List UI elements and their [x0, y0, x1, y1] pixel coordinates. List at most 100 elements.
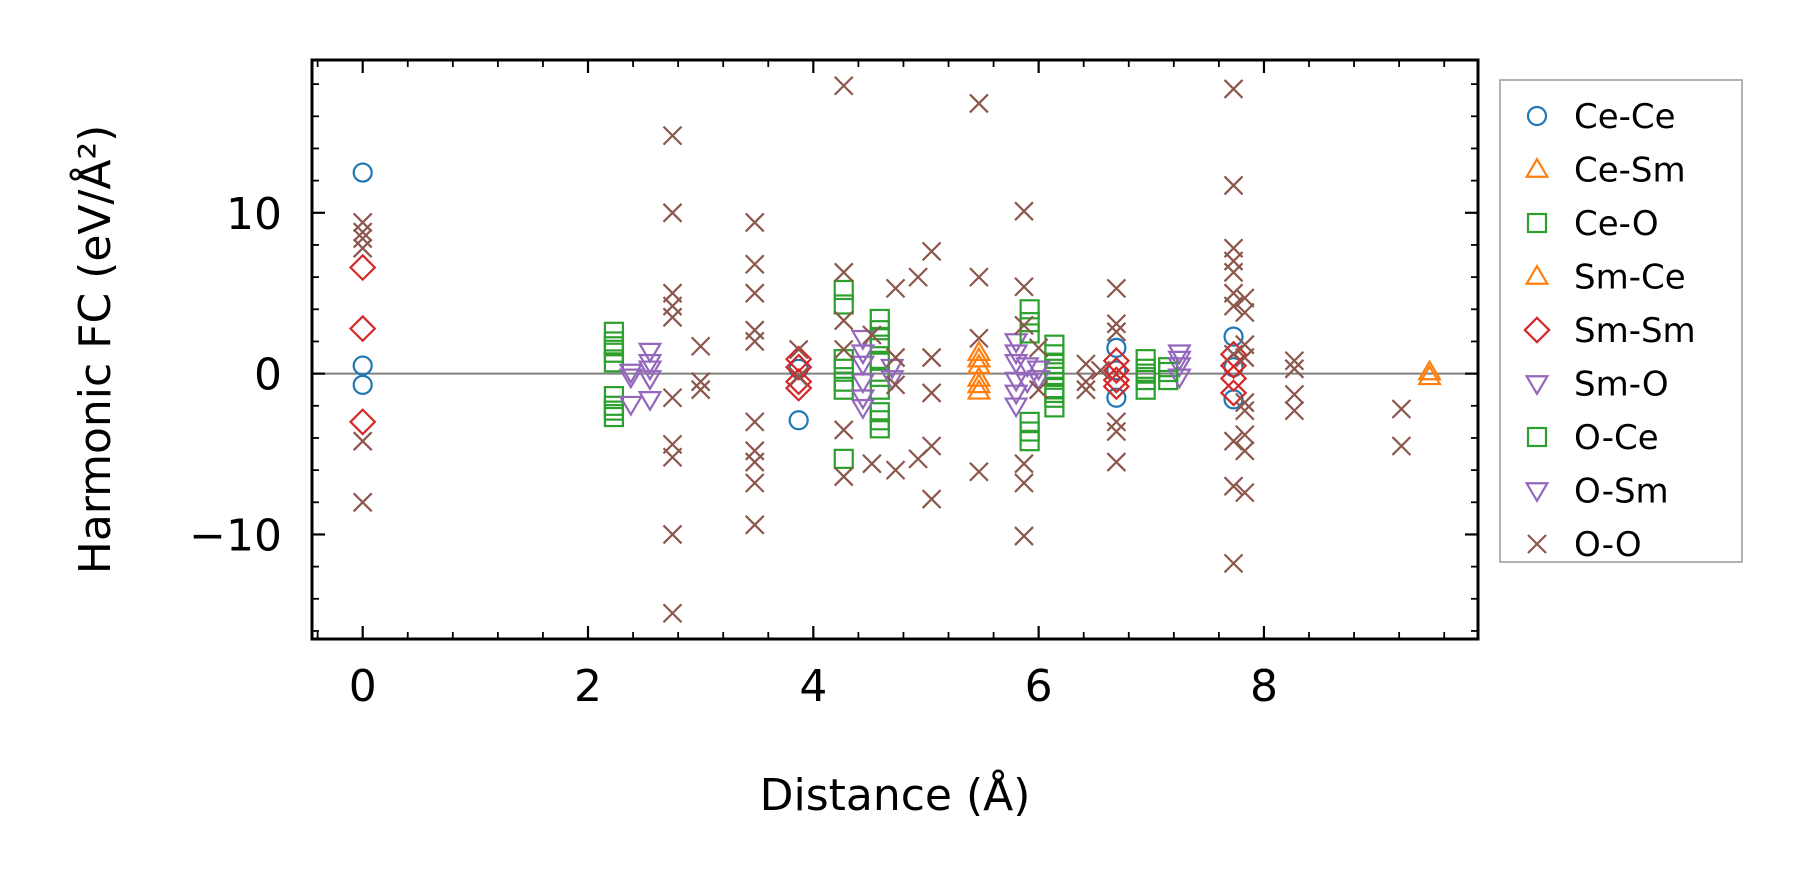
data-point-o-o: [1076, 371, 1096, 392]
data-point-o-sm: [850, 344, 876, 366]
data-point-o-o: [744, 212, 765, 233]
data-point-ce-o: [833, 294, 854, 315]
data-point-o-o: [1235, 302, 1255, 323]
data-point-o-o: [1076, 379, 1096, 400]
data-point-o-o: [744, 331, 765, 352]
data-point-o-o: [885, 278, 906, 299]
data-point-o-o: [744, 452, 765, 472]
data-point-o-o: [1014, 201, 1034, 221]
data-point-o-o: [1223, 476, 1244, 496]
series-ce-sm: [966, 340, 1442, 400]
data-point-o-o: [1235, 441, 1255, 461]
legend-label-ce-ce: Ce-Ce: [1574, 97, 1676, 137]
data-point-o-o: [1235, 347, 1255, 368]
data-point-o-o: [1235, 400, 1255, 421]
data-point-sm-sm: [1102, 366, 1131, 394]
data-point-sm-o: [1167, 357, 1192, 379]
data-point-o-o: [833, 420, 854, 440]
data-point-o-o: [352, 222, 373, 242]
data-point-o-o: [352, 492, 373, 513]
data-point-o-o: [833, 262, 854, 283]
data-point-o-o: [1284, 359, 1305, 379]
data-point-o-ce: [1158, 361, 1179, 383]
data-point-o-o: [1106, 322, 1127, 342]
series-o-ce: [603, 323, 1179, 442]
data-point-o-o: [1223, 553, 1244, 574]
data-point-o-o: [662, 307, 683, 328]
data-point-o-o: [1223, 79, 1244, 99]
legend-label-o-o: O-O: [1574, 525, 1642, 565]
y-axis-label: Harmonic FC (eV/Å²): [68, 125, 121, 575]
data-point-o-o: [352, 212, 373, 233]
data-point-sm-o: [1003, 397, 1029, 419]
data-point-o-o: [921, 489, 942, 509]
data-point-o-o: [921, 383, 942, 403]
data-point-sm-ce: [966, 372, 992, 394]
legend-marker-sm-o: [1524, 375, 1550, 397]
data-point-o-o: [833, 339, 854, 360]
data-point-o-o: [833, 310, 854, 331]
data-point-o-o: [690, 336, 711, 357]
data-point-o-o: [862, 453, 882, 474]
data-point-o-o: [1223, 344, 1244, 365]
y-tick-label: 10: [226, 189, 282, 240]
legend-marker-o-sm: [1524, 482, 1550, 504]
data-point-sm-o: [637, 370, 663, 391]
axes-layer: 0 2 4 6 8 −10 0 10: [189, 58, 1480, 712]
legend: Ce-Ce Ce-Sm Ce-O Sm-Ce Sm-Sm Sm-O O-Ce O-Sm O-O: [1499, 79, 1743, 565]
data-point-o-o: [1106, 313, 1127, 334]
data-point-sm-o: [1167, 368, 1192, 390]
data-point-o-o: [1223, 175, 1244, 196]
data-point-ce-ce: [1223, 326, 1244, 347]
legend-label-ce-o: Ce-O: [1574, 204, 1659, 244]
data-point-ce-ce: [788, 410, 809, 431]
data-point-o-ce: [1019, 421, 1040, 442]
data-point-o-o: [1284, 400, 1305, 421]
data-point-sm-o: [618, 363, 644, 385]
data-point-o-o: [662, 603, 683, 624]
x-tick-label: 4: [799, 661, 827, 712]
data-point-sm-ce: [966, 346, 992, 368]
data-point-sm-sm: [1102, 372, 1131, 401]
data-point-o-o: [1106, 421, 1127, 442]
data-point-ce-ce: [352, 374, 373, 395]
data-point-sm-sm: [784, 345, 813, 373]
data-point-o-ce: [869, 328, 890, 349]
legend-marker-sm-sm: [1523, 316, 1551, 344]
data-point-ce-ce: [1106, 387, 1127, 408]
data-point-ce-ce: [352, 355, 373, 376]
data-point-sm-sm: [1219, 379, 1248, 407]
data-point-sm-sm: [1102, 356, 1131, 385]
data-point-o-o: [744, 515, 765, 535]
data-point-sm-o: [637, 354, 663, 375]
data-point-o-o: [1014, 526, 1034, 546]
data-point-o-o: [908, 267, 928, 287]
series-o-sm: [618, 344, 1192, 417]
data-point-o-o: [788, 339, 809, 360]
data-point-o-o: [969, 267, 989, 287]
data-point-ce-o: [603, 406, 625, 428]
data-point-ce-o: [1019, 312, 1040, 333]
data-point-o-o: [833, 466, 854, 487]
data-point-o-o: [1014, 473, 1034, 493]
data-point-ce-o: [833, 448, 854, 469]
data-point-o-ce: [603, 400, 625, 421]
legend-marker-o-o: [1527, 534, 1547, 554]
data-point-ce-ce: [352, 162, 373, 183]
legend-label-sm-o: Sm-O: [1574, 365, 1669, 405]
data-point-o-sm: [618, 395, 644, 417]
data-point-sm-o: [850, 373, 876, 395]
series-sm-ce: [966, 346, 1442, 394]
data-point-o-o: [744, 473, 765, 493]
series-o-o: [352, 75, 1412, 624]
data-point-ce-sm: [966, 378, 992, 400]
data-point-o-o: [862, 325, 882, 345]
data-point-o-o: [1106, 278, 1127, 299]
data-point-o-o: [885, 375, 906, 395]
data-point-ce-o: [869, 308, 890, 330]
data-point-sm-o: [850, 355, 876, 377]
data-point-sm-o: [637, 391, 663, 412]
data-point-o-o: [744, 254, 765, 275]
